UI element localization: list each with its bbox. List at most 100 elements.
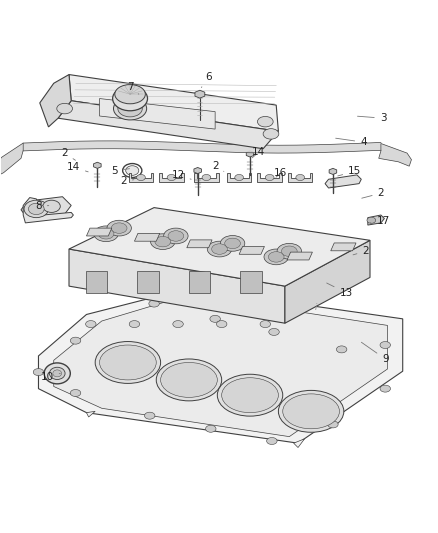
- Ellipse shape: [136, 174, 145, 181]
- Text: 3: 3: [357, 113, 385, 123]
- Ellipse shape: [163, 228, 187, 244]
- Text: 2: 2: [361, 188, 383, 198]
- Polygon shape: [328, 168, 336, 174]
- Ellipse shape: [220, 236, 244, 251]
- Ellipse shape: [168, 231, 184, 241]
- Polygon shape: [226, 173, 251, 182]
- Ellipse shape: [205, 425, 215, 432]
- Ellipse shape: [148, 300, 159, 307]
- Ellipse shape: [155, 237, 170, 247]
- Text: 2: 2: [352, 246, 368, 256]
- Polygon shape: [293, 439, 304, 448]
- Ellipse shape: [70, 337, 81, 344]
- Ellipse shape: [366, 217, 375, 223]
- Ellipse shape: [379, 342, 390, 349]
- Polygon shape: [137, 271, 159, 293]
- Text: 9: 9: [360, 342, 388, 364]
- Text: 16: 16: [273, 168, 286, 177]
- Polygon shape: [194, 173, 218, 182]
- Ellipse shape: [44, 363, 70, 384]
- Polygon shape: [93, 162, 101, 168]
- Polygon shape: [246, 151, 253, 157]
- Polygon shape: [23, 198, 73, 223]
- Ellipse shape: [217, 374, 282, 416]
- Text: 4: 4: [335, 137, 366, 147]
- Ellipse shape: [99, 345, 156, 380]
- Polygon shape: [186, 240, 212, 248]
- Text: 15: 15: [337, 166, 360, 176]
- Polygon shape: [330, 243, 355, 251]
- Polygon shape: [0, 143, 23, 177]
- Polygon shape: [194, 90, 204, 98]
- Polygon shape: [86, 411, 95, 417]
- Ellipse shape: [125, 166, 138, 175]
- Polygon shape: [128, 173, 153, 182]
- Polygon shape: [257, 173, 281, 182]
- Ellipse shape: [115, 85, 145, 104]
- Ellipse shape: [295, 174, 304, 181]
- Ellipse shape: [379, 385, 390, 392]
- Ellipse shape: [201, 174, 210, 181]
- Polygon shape: [58, 101, 278, 149]
- Polygon shape: [53, 295, 387, 437]
- Text: 13: 13: [326, 283, 352, 297]
- Ellipse shape: [276, 244, 301, 259]
- Ellipse shape: [224, 238, 240, 248]
- Polygon shape: [188, 271, 210, 293]
- Ellipse shape: [57, 103, 72, 114]
- Text: 8: 8: [35, 201, 49, 211]
- Ellipse shape: [107, 220, 131, 236]
- Text: 2: 2: [61, 148, 75, 160]
- Ellipse shape: [160, 362, 217, 398]
- Polygon shape: [378, 143, 410, 166]
- Text: 6: 6: [201, 72, 212, 87]
- Polygon shape: [324, 175, 360, 188]
- Ellipse shape: [156, 359, 221, 401]
- Ellipse shape: [282, 394, 339, 429]
- Text: 7: 7: [127, 82, 138, 94]
- Polygon shape: [286, 252, 312, 260]
- Ellipse shape: [53, 370, 61, 377]
- Ellipse shape: [211, 244, 227, 254]
- Ellipse shape: [265, 174, 273, 181]
- Polygon shape: [23, 141, 380, 153]
- Ellipse shape: [263, 249, 288, 265]
- Polygon shape: [239, 246, 264, 254]
- Text: 2: 2: [212, 161, 223, 172]
- Ellipse shape: [94, 226, 118, 241]
- Polygon shape: [367, 215, 384, 225]
- Polygon shape: [86, 228, 112, 236]
- Polygon shape: [40, 75, 71, 127]
- Ellipse shape: [150, 234, 175, 249]
- Ellipse shape: [281, 246, 297, 256]
- Polygon shape: [159, 173, 184, 182]
- Ellipse shape: [167, 174, 176, 181]
- Ellipse shape: [216, 320, 226, 328]
- Polygon shape: [287, 173, 312, 182]
- Ellipse shape: [327, 421, 337, 428]
- Ellipse shape: [111, 223, 127, 233]
- Ellipse shape: [207, 241, 231, 257]
- Text: 12: 12: [171, 170, 191, 180]
- Ellipse shape: [117, 100, 142, 117]
- Polygon shape: [194, 167, 201, 174]
- Ellipse shape: [28, 203, 44, 215]
- Ellipse shape: [221, 378, 278, 413]
- Ellipse shape: [43, 200, 60, 213]
- Ellipse shape: [24, 200, 48, 217]
- Ellipse shape: [234, 174, 243, 181]
- Text: 2: 2: [120, 176, 134, 187]
- Ellipse shape: [209, 316, 220, 322]
- Ellipse shape: [113, 86, 147, 111]
- Ellipse shape: [262, 128, 278, 139]
- Polygon shape: [69, 75, 278, 131]
- Ellipse shape: [85, 320, 96, 328]
- Text: 5: 5: [111, 166, 129, 175]
- Text: 14: 14: [67, 162, 88, 172]
- Ellipse shape: [259, 320, 270, 328]
- Text: i: i: [314, 303, 316, 312]
- Polygon shape: [69, 249, 284, 323]
- Ellipse shape: [336, 346, 346, 353]
- Polygon shape: [99, 99, 215, 129]
- Ellipse shape: [278, 390, 343, 432]
